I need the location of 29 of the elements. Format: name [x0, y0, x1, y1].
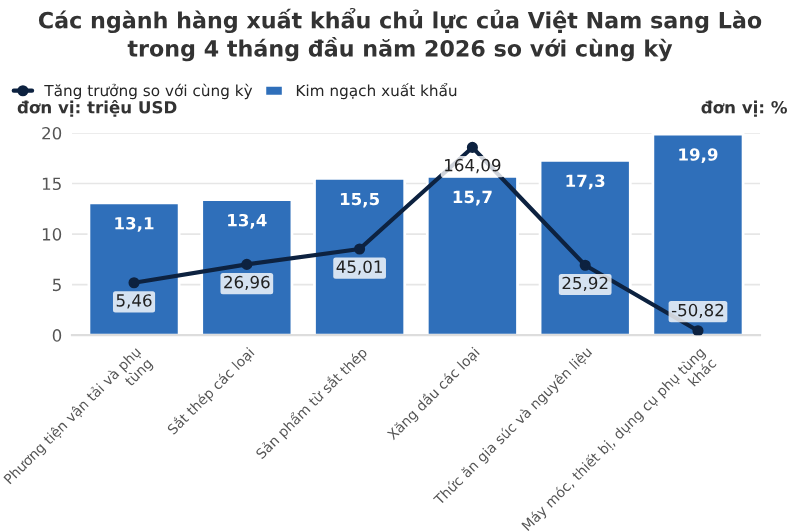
point	[354, 243, 366, 255]
y-tick-label: 20	[42, 126, 62, 140]
point	[466, 141, 478, 153]
bar	[87, 201, 181, 336]
point	[692, 325, 704, 336]
chart-title: Các ngành hàng xuất khẩu chủ lực của Việt Nam sang Lào trong 4 tháng đầu năm 2026 so với cùng kỳ	[38, 7, 762, 62]
point	[241, 258, 253, 270]
data-label: -50,82	[671, 303, 724, 319]
bar	[651, 133, 745, 336]
data-label: 164,09	[445, 158, 501, 174]
y-tick-label: 10	[42, 228, 62, 241]
data-label: 13,1	[115, 216, 154, 232]
data-label: 15,7	[453, 190, 492, 206]
data-label: 19,9	[679, 148, 718, 163]
data-label: 25,92	[562, 276, 608, 291]
data-label: 15,5	[340, 192, 379, 208]
y-tick-label: 0	[52, 329, 62, 342]
point	[579, 259, 591, 271]
bar	[538, 158, 632, 336]
y-axis-title: đơn vị: triệu USD	[17, 99, 177, 117]
y-tick-label: 15	[42, 177, 61, 191]
data-label: 17,3	[566, 174, 605, 190]
data-label: 13,4	[228, 213, 267, 229]
data-label: 26,96	[224, 275, 270, 291]
data-label: 5,46	[116, 294, 152, 309]
data-label: 45,01	[336, 260, 382, 275]
y-tick-label: 5	[52, 278, 61, 292]
point	[128, 277, 140, 289]
y2-axis-title: đơn vị: %	[701, 100, 787, 117]
